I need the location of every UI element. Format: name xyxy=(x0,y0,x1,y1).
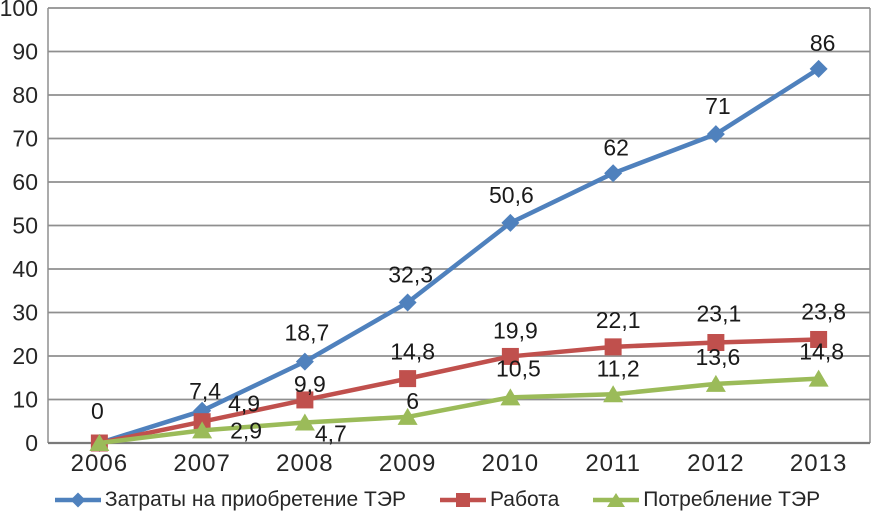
series-line-1 xyxy=(97,337,821,446)
data-label: 11,2 xyxy=(597,355,640,381)
data-label: 7,4 xyxy=(189,378,221,404)
series-line-0 xyxy=(97,66,821,446)
x-axis-label: 2008 xyxy=(276,450,333,477)
legend-label: Работа xyxy=(489,488,560,511)
marker-square xyxy=(707,334,725,352)
data-label: 9,9 xyxy=(294,371,326,397)
legend-marker-shape xyxy=(70,492,86,508)
x-axis-label: 2009 xyxy=(379,450,436,477)
marker-diamond xyxy=(398,293,417,312)
y-axis-label: 30 xyxy=(12,300,38,326)
legend-marker-shape xyxy=(455,493,470,507)
data-label: 0 xyxy=(91,398,104,424)
y-axis-label: 80 xyxy=(12,82,38,108)
y-axis-label: 70 xyxy=(12,126,38,152)
marker-diamond xyxy=(604,164,623,183)
data-label: 71 xyxy=(705,93,731,119)
marker-triangle xyxy=(192,421,213,439)
data-label: 50,6 xyxy=(489,182,534,208)
marker-triangle xyxy=(500,388,521,406)
legend-marker-diamond-icon xyxy=(54,492,101,508)
x-axis-label: 2012 xyxy=(687,450,744,477)
legend-marker-square-icon xyxy=(439,493,486,507)
marker-triangle xyxy=(705,374,726,392)
data-label: 4,9 xyxy=(228,391,260,417)
marker-diamond xyxy=(295,352,314,371)
y-axis-label: 100 xyxy=(0,0,38,21)
y-axis-label: 50 xyxy=(12,213,38,239)
marker-triangle xyxy=(89,434,110,451)
data-label: 19,9 xyxy=(493,317,538,343)
data-label: 23,1 xyxy=(696,301,741,327)
chart-legend: Затраты на приобретение ТЭР Работа Потре… xyxy=(0,486,875,514)
marker-square xyxy=(501,347,519,365)
marker-triangle xyxy=(397,407,418,425)
data-label: 13,6 xyxy=(695,344,740,370)
data-label: 4,7 xyxy=(315,421,347,447)
legend-label: Потребление ТЭР xyxy=(643,488,821,511)
data-label: 10,5 xyxy=(496,355,541,381)
marker-square xyxy=(604,338,622,356)
x-axis-label: 2013 xyxy=(790,450,847,477)
marker-triangle xyxy=(603,385,624,403)
marker-square xyxy=(296,391,314,409)
data-label: 62 xyxy=(603,134,629,160)
data-label: 18,7 xyxy=(284,320,329,346)
series-line-2 xyxy=(97,376,821,446)
data-label: 14,8 xyxy=(390,339,435,365)
data-label: 14,8 xyxy=(799,339,844,365)
data-label: 23,8 xyxy=(801,298,846,324)
marker-triangle xyxy=(808,369,829,387)
legend-item-zatraty-ter: Затраты на приобретение ТЭР xyxy=(54,488,406,512)
marker-diamond xyxy=(809,59,828,78)
y-axis-label: 10 xyxy=(12,387,38,413)
y-axis-label: 40 xyxy=(12,256,38,282)
x-axis-label: 2007 xyxy=(173,450,230,477)
x-axis-label: 2011 xyxy=(585,450,641,477)
x-axis-label: 2006 xyxy=(71,450,128,477)
y-axis-label: 60 xyxy=(12,169,38,195)
data-label: 2,9 xyxy=(230,417,262,443)
legend-marker-shape xyxy=(607,493,626,507)
legend-label: Затраты на приобретение ТЭР xyxy=(104,488,406,511)
marker-diamond xyxy=(706,125,725,144)
legend-item-rabota: Работа xyxy=(439,488,560,512)
data-label: 6 xyxy=(406,388,419,414)
legend-marker-triangle-icon xyxy=(593,493,640,507)
marker-diamond xyxy=(501,213,520,232)
y-axis-label: 20 xyxy=(12,343,38,369)
data-label: 86 xyxy=(810,30,836,56)
y-axis-label: 90 xyxy=(12,39,38,65)
y-axis-label: 0 xyxy=(25,430,38,456)
legend-item-potreblenie-ter: Потребление ТЭР xyxy=(593,488,820,512)
x-axis-label: 2010 xyxy=(482,450,539,477)
data-label: 22,1 xyxy=(596,307,641,333)
marker-square xyxy=(399,370,417,388)
data-label: 32,3 xyxy=(388,261,433,287)
marker-square xyxy=(810,330,828,348)
marker-triangle xyxy=(294,413,315,431)
